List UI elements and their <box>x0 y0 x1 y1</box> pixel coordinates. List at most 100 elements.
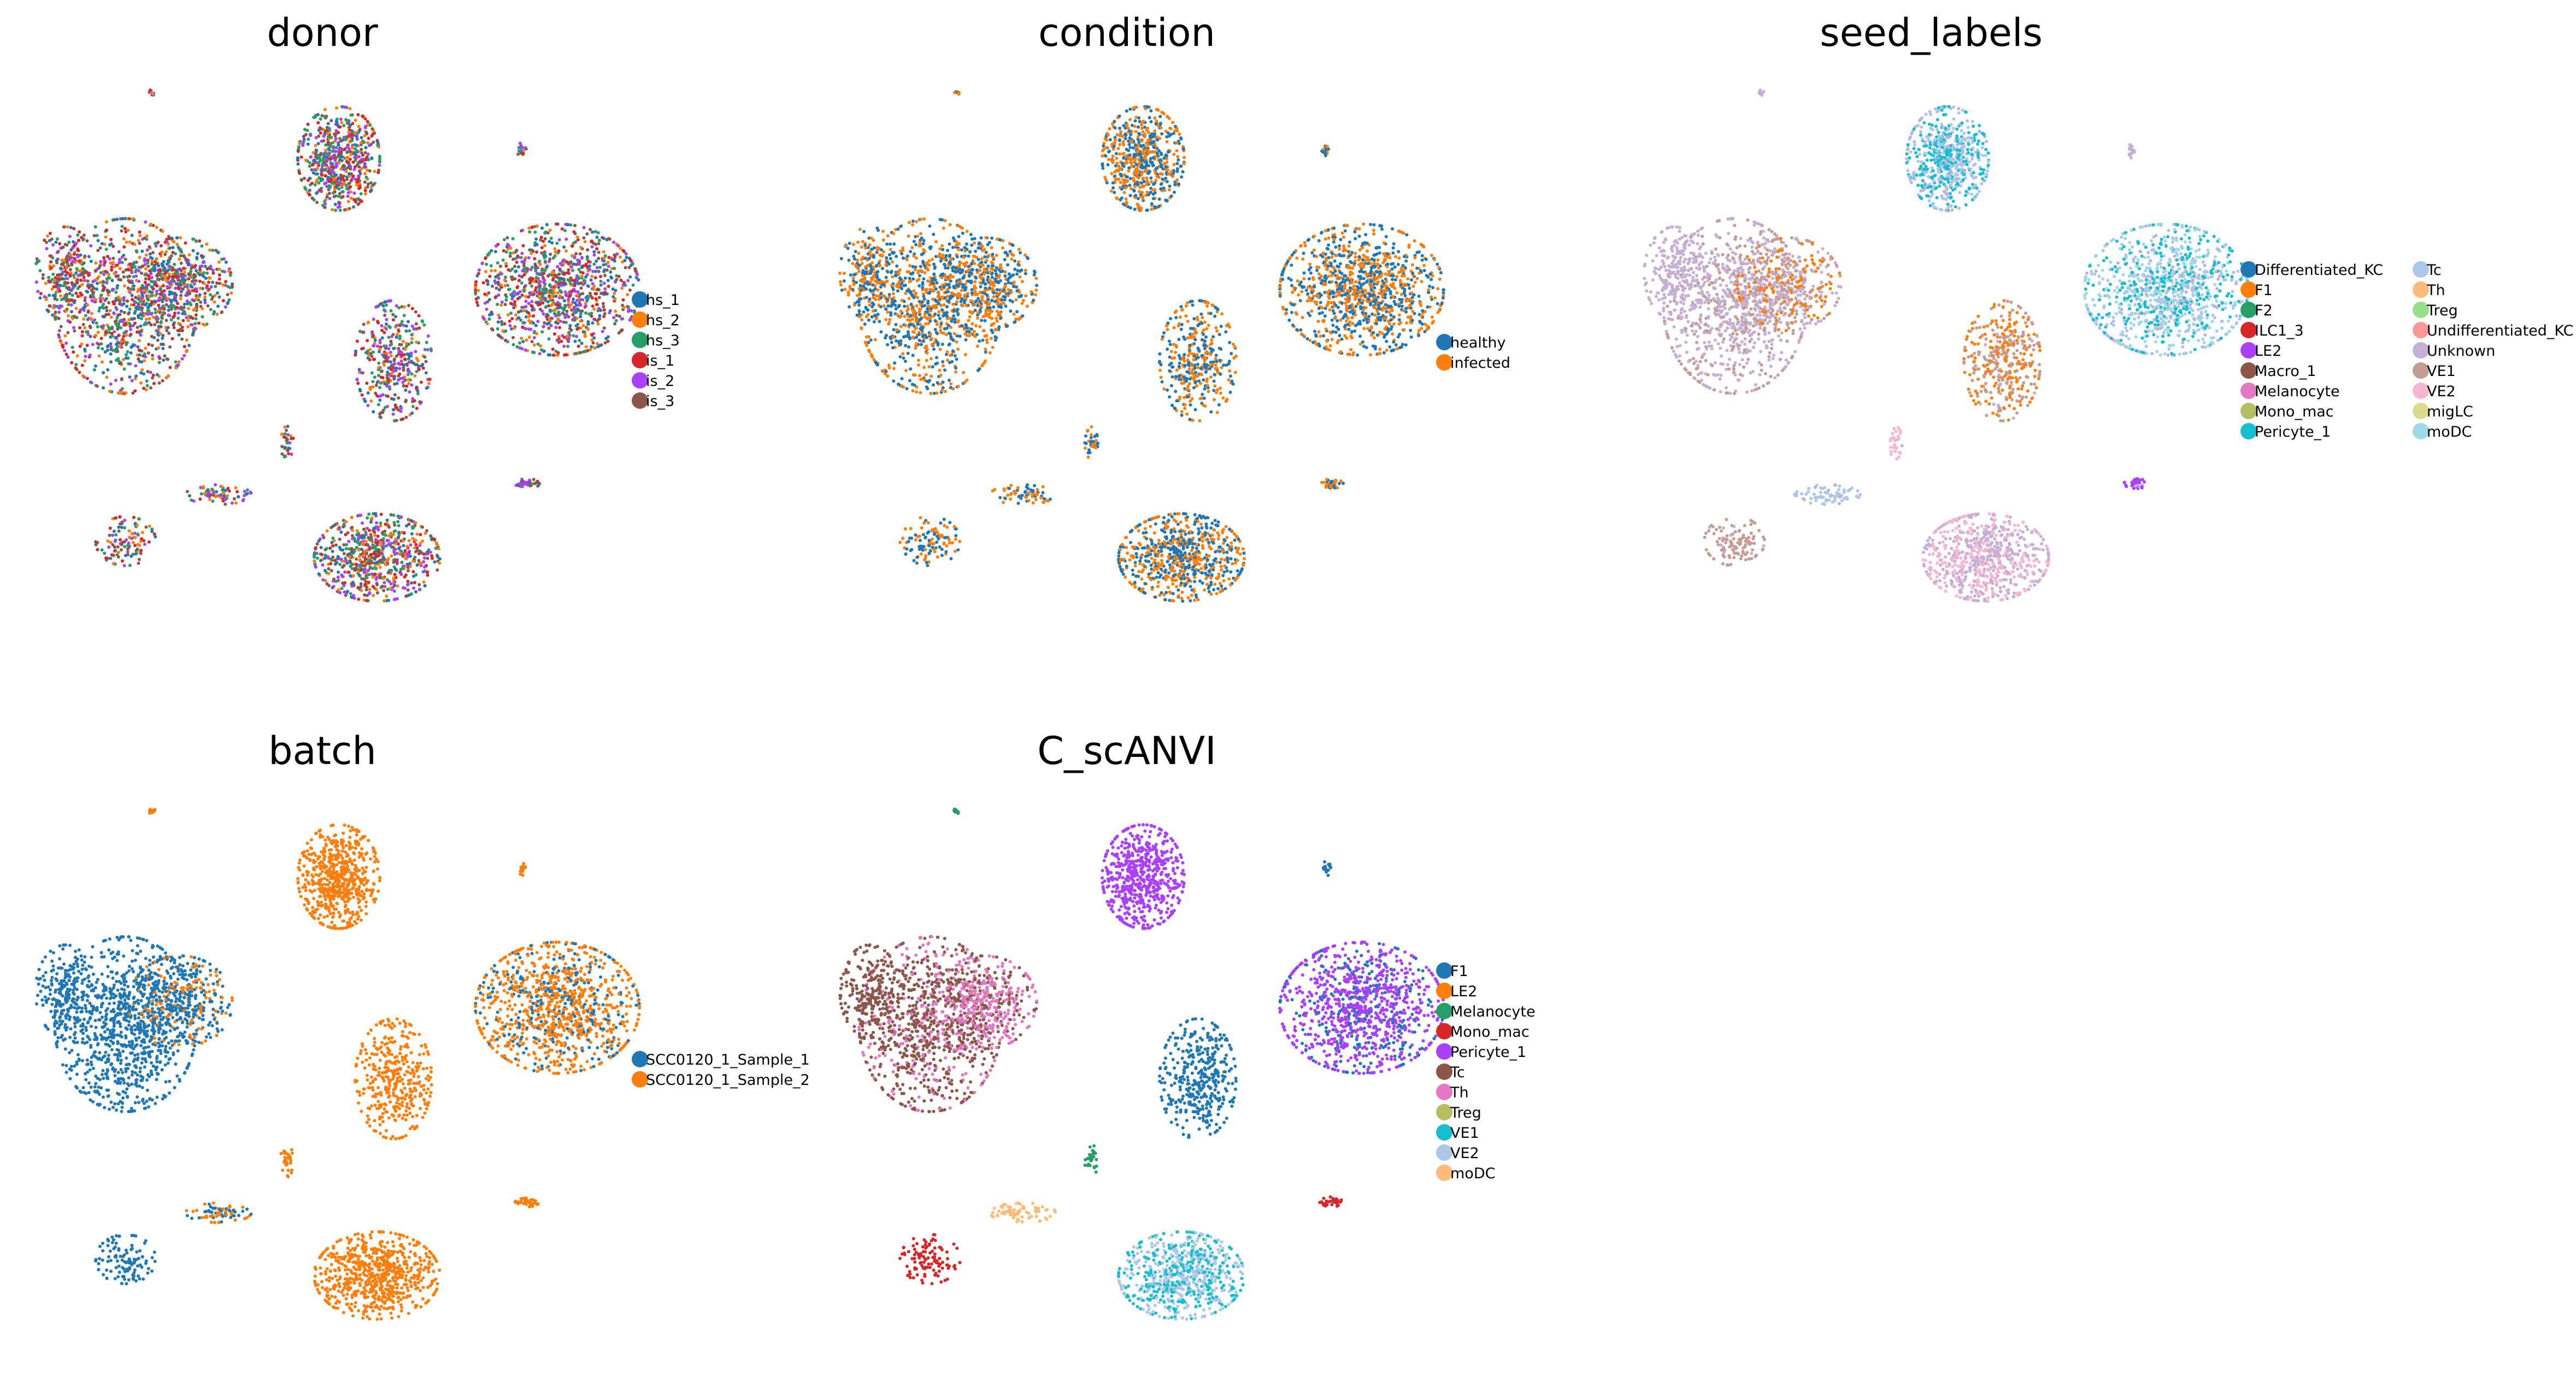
cell-point <box>122 302 126 305</box>
cell-point <box>211 271 215 275</box>
cell-point <box>363 151 367 155</box>
cell-point <box>360 136 363 139</box>
cell-point <box>115 308 119 311</box>
cell-point <box>344 533 348 537</box>
cell-point <box>86 279 90 283</box>
cell-point <box>245 492 249 496</box>
cell-point <box>221 269 224 273</box>
cell-point <box>520 293 524 297</box>
cell-point <box>509 302 513 305</box>
cell-point <box>307 137 310 141</box>
cell-point <box>345 208 349 211</box>
cell-point <box>60 272 64 276</box>
cell-point <box>405 384 409 388</box>
cell-point <box>116 295 120 299</box>
cell-point <box>497 313 501 317</box>
cell-point <box>334 543 338 547</box>
cell-point <box>533 243 537 247</box>
cell-point <box>387 336 391 339</box>
cell-point <box>161 379 164 383</box>
cell-point <box>125 353 128 357</box>
cell-point <box>102 324 105 327</box>
cell-point <box>103 350 107 354</box>
cell-point <box>1133 119 1137 123</box>
cell-point <box>513 300 516 304</box>
cell-point <box>304 187 308 191</box>
cell-point <box>402 363 405 367</box>
cell-point <box>414 350 417 354</box>
cell-point <box>47 275 51 279</box>
cell-point <box>196 271 200 275</box>
cell-point <box>1165 165 1168 169</box>
cell-point <box>146 298 150 302</box>
cell-point <box>409 565 412 568</box>
cell-point <box>120 261 124 265</box>
cell-point <box>96 281 99 285</box>
cell-point <box>393 537 397 541</box>
cell-point <box>95 321 98 325</box>
cell-point <box>97 343 101 346</box>
cell-point <box>314 161 318 164</box>
cell-point <box>360 393 364 397</box>
cell-point <box>192 499 196 503</box>
cell-point <box>60 344 64 347</box>
cell-point <box>597 296 601 299</box>
cell-point <box>619 255 622 259</box>
cell-point <box>122 310 126 314</box>
cell-point <box>280 432 284 436</box>
cell-point <box>510 317 514 321</box>
cell-point <box>182 305 186 309</box>
cell-point <box>137 357 140 361</box>
cell-point <box>172 279 176 283</box>
cell-point <box>357 169 361 173</box>
cell-point <box>342 164 346 168</box>
cell-point <box>83 326 87 330</box>
cell-point <box>69 253 73 257</box>
cell-point <box>1127 166 1131 170</box>
cell-point <box>75 354 79 358</box>
cell-point <box>576 238 580 242</box>
cell-point <box>193 307 197 310</box>
cell-point <box>349 574 352 578</box>
cell-point <box>491 284 494 288</box>
cell-point <box>562 336 566 339</box>
cell-point <box>175 305 179 309</box>
cell-point <box>360 167 363 171</box>
cell-point <box>148 252 152 256</box>
cell-point <box>161 337 164 340</box>
cell-point <box>474 291 478 295</box>
cell-point <box>138 331 142 334</box>
cell-point <box>70 263 74 267</box>
cell-point <box>417 314 421 318</box>
cell-point <box>503 303 507 307</box>
cell-point <box>208 248 211 252</box>
cell-point <box>51 243 55 247</box>
cell-point <box>108 290 111 293</box>
cell-point <box>566 223 570 226</box>
cell-point <box>180 357 184 361</box>
cell-point <box>621 298 625 302</box>
cell-point <box>92 368 96 372</box>
cell-point <box>520 337 524 340</box>
cell-point <box>104 305 108 309</box>
cell-point <box>386 299 390 303</box>
cell-point <box>149 371 152 374</box>
cell-point <box>532 478 536 481</box>
cell-point <box>145 248 149 252</box>
cell-point <box>109 261 113 265</box>
cell-point <box>134 552 138 556</box>
cell-point <box>154 242 157 245</box>
cell-point <box>330 163 333 167</box>
cell-point <box>396 584 399 588</box>
cell-point <box>415 369 419 373</box>
cell-point <box>205 284 209 288</box>
cell-point <box>397 378 400 382</box>
cell-point <box>504 262 508 266</box>
cell-point <box>123 257 127 261</box>
cell-point <box>335 121 339 125</box>
cell-point <box>367 137 370 140</box>
cell-point <box>504 275 507 279</box>
cell-point <box>413 581 416 584</box>
cell-point <box>107 313 111 316</box>
cell-point <box>375 560 379 564</box>
